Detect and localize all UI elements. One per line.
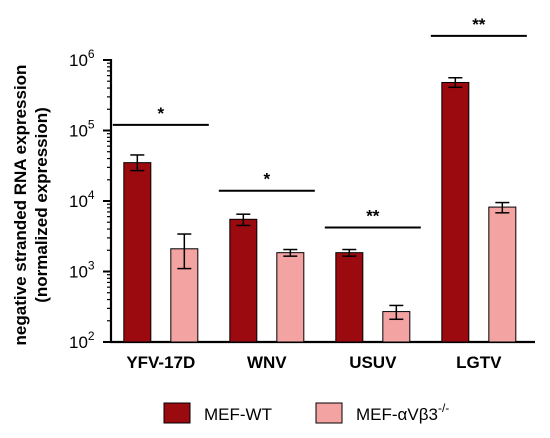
- y-axis-title-line-2: (normalized expression): [32, 107, 51, 303]
- significance-label: *: [264, 170, 271, 189]
- bar: [276, 252, 305, 343]
- x-tick-label: LGTV: [456, 353, 502, 372]
- legend-label: MEF-WT: [204, 405, 272, 424]
- y-tick-label: 105: [69, 118, 95, 141]
- bar: [488, 206, 517, 343]
- error-bars: [130, 77, 510, 321]
- significance-label: **: [366, 207, 380, 226]
- significance-marks: ******: [112, 15, 527, 229]
- y-axis-title-line-1: negative stranded RNA expression: [11, 65, 30, 346]
- bar: [229, 218, 258, 343]
- significance-label: *: [158, 104, 165, 123]
- y-tick-label: 102: [69, 329, 95, 352]
- y-tick-label: 103: [69, 259, 95, 282]
- x-tick-label: YFV-17D: [126, 353, 195, 372]
- x-axis-labels: YFV-17D WNV USUV LGTV: [126, 353, 502, 372]
- bar: [441, 81, 470, 343]
- x-tick-label: WNV: [247, 353, 287, 372]
- y-tick-label: 104: [69, 188, 95, 211]
- bars: [123, 81, 517, 343]
- bar: [335, 252, 364, 343]
- legend-swatch: [315, 402, 343, 424]
- significance-label: **: [472, 15, 486, 34]
- legend-swatch: [163, 402, 191, 424]
- y-axis-title: negative stranded RNA expression (normal…: [11, 65, 51, 346]
- y-tick-label: 106: [69, 47, 95, 70]
- bar: [123, 162, 152, 343]
- legend: MEF-WT MEF-αVβ3-/-: [163, 401, 449, 424]
- y-ticks: 102 103 104 105 106: [69, 47, 111, 352]
- legend-label: MEF-αVβ3-/-: [356, 401, 449, 424]
- x-tick-label: USUV: [349, 353, 397, 372]
